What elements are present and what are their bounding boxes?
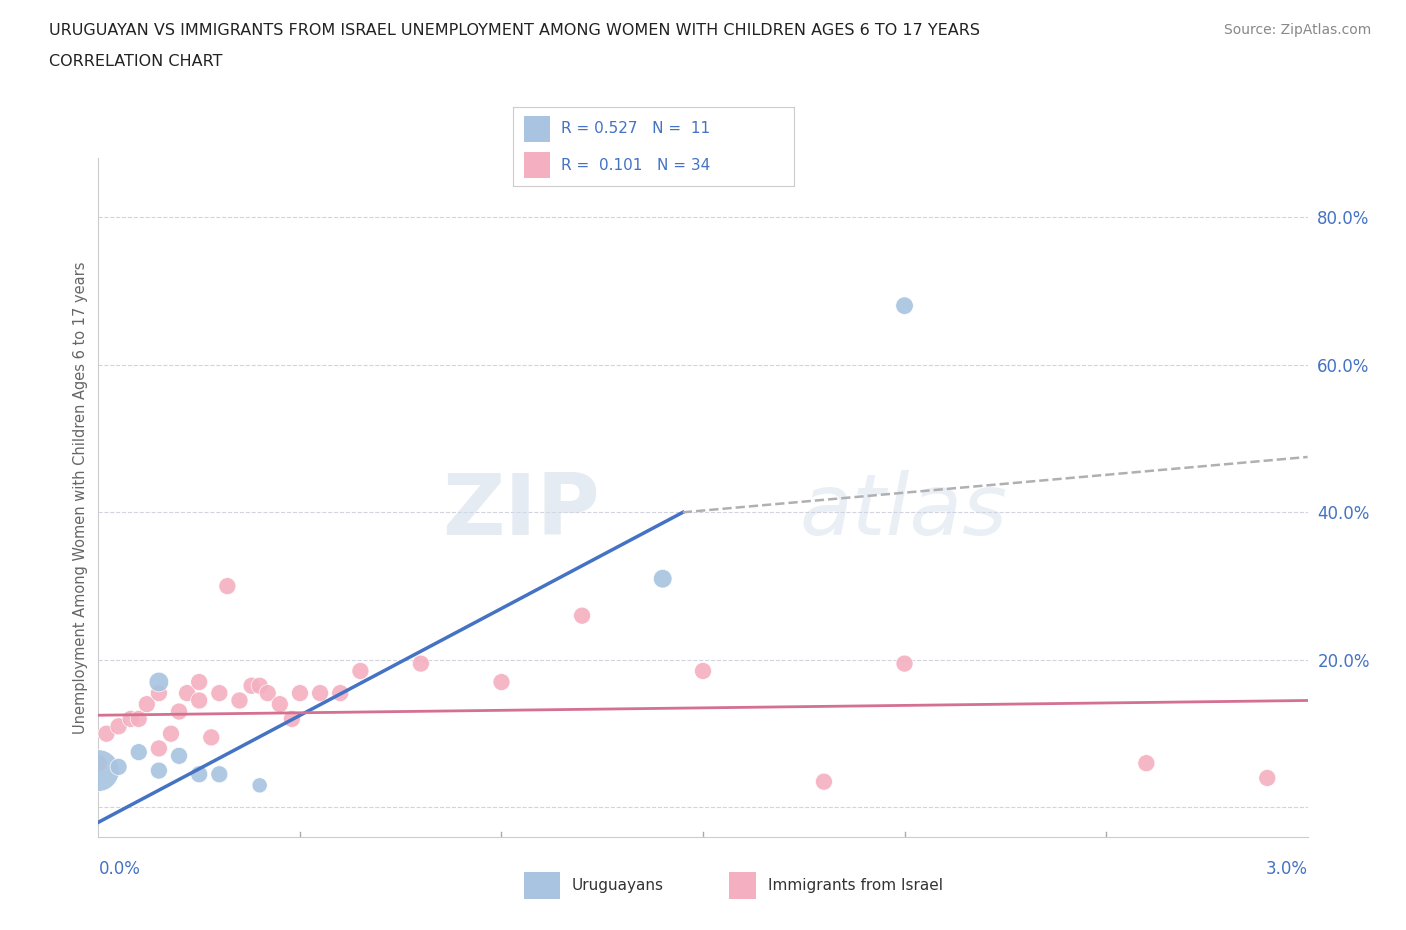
Point <box>148 764 170 778</box>
Text: Uruguayans: Uruguayans <box>571 878 664 894</box>
Point <box>107 719 129 734</box>
Point <box>1135 756 1157 771</box>
Point <box>87 764 110 778</box>
Point <box>120 711 142 726</box>
Text: 0.0%: 0.0% <box>98 860 141 878</box>
Point <box>128 745 150 760</box>
Point <box>217 578 239 593</box>
Point <box>269 697 291 711</box>
Point <box>148 674 170 689</box>
Point <box>813 774 835 789</box>
Text: Immigrants from Israel: Immigrants from Israel <box>768 878 943 894</box>
Point <box>692 663 714 678</box>
Text: URUGUAYAN VS IMMIGRANTS FROM ISRAEL UNEMPLOYMENT AMONG WOMEN WITH CHILDREN AGES : URUGUAYAN VS IMMIGRANTS FROM ISRAEL UNEM… <box>49 23 980 38</box>
Text: 3.0%: 3.0% <box>1265 860 1308 878</box>
FancyBboxPatch shape <box>524 152 550 179</box>
Point <box>893 657 915 671</box>
Point <box>281 711 304 726</box>
Point <box>200 730 222 745</box>
Text: ZIP: ZIP <box>443 470 600 552</box>
Point <box>160 726 183 741</box>
Point <box>309 685 332 700</box>
FancyBboxPatch shape <box>524 872 560 899</box>
Point <box>651 571 673 586</box>
Point <box>87 756 110 771</box>
Point <box>349 663 371 678</box>
Point <box>249 678 271 693</box>
Point <box>148 685 170 700</box>
Point <box>167 704 190 719</box>
Y-axis label: Unemployment Among Women with Children Ages 6 to 17 years: Unemployment Among Women with Children A… <box>73 261 87 734</box>
Point <box>893 299 915 313</box>
Point <box>188 674 211 689</box>
Text: R = 0.527   N =  11: R = 0.527 N = 11 <box>561 121 710 136</box>
Point <box>128 711 150 726</box>
Point <box>249 777 271 792</box>
Point <box>96 726 118 741</box>
Point <box>240 678 263 693</box>
Point <box>288 685 311 700</box>
Point <box>491 674 513 689</box>
Point <box>208 767 231 782</box>
Point <box>256 685 278 700</box>
Point <box>188 693 211 708</box>
Point <box>167 749 190 764</box>
Point <box>208 685 231 700</box>
Point <box>329 685 352 700</box>
Text: CORRELATION CHART: CORRELATION CHART <box>49 54 222 69</box>
Point <box>107 760 129 775</box>
Text: R =  0.101   N = 34: R = 0.101 N = 34 <box>561 157 710 173</box>
Point <box>135 697 157 711</box>
Point <box>228 693 250 708</box>
Point <box>148 741 170 756</box>
Text: Source: ZipAtlas.com: Source: ZipAtlas.com <box>1223 23 1371 37</box>
FancyBboxPatch shape <box>728 872 756 899</box>
FancyBboxPatch shape <box>524 115 550 141</box>
Point <box>571 608 593 623</box>
Text: atlas: atlas <box>800 470 1008 552</box>
Point <box>188 767 211 782</box>
Point <box>409 657 432 671</box>
Point <box>176 685 198 700</box>
Point <box>1256 771 1278 786</box>
